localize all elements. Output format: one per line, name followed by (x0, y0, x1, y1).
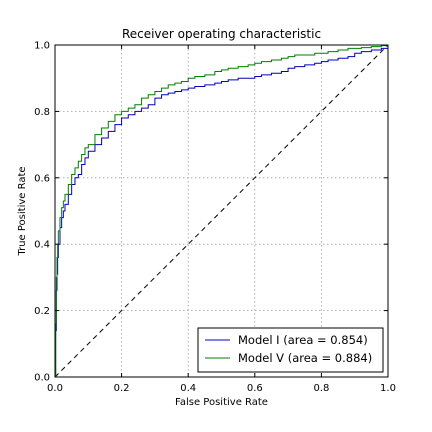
legend: Model I (area = 0.854) Model V (area = 0.… (197, 327, 384, 373)
y-tick-label: 1.0 (34, 41, 50, 52)
legend-entry: Model I (area = 0.854) (238, 333, 368, 347)
y-tick-label: 0.8 (34, 107, 50, 118)
roc-series-line (55, 45, 389, 378)
y-tick-label: 0.6 (34, 173, 50, 184)
chart-title: Receiver operating characteristic (122, 27, 321, 41)
roc-series-line (55, 45, 389, 378)
legend-box (197, 327, 384, 373)
y-axis-label: True Positive Rate (17, 166, 28, 256)
x-tick-label: 0.6 (247, 383, 263, 394)
x-tick-label: 0.8 (313, 383, 329, 394)
plot-frame (54, 44, 389, 378)
y-tick-label: 0.4 (34, 240, 50, 251)
plot-lines (54, 44, 389, 378)
axis-ticks: 0.0 0.2 0.4 0.6 0.8 1.0 0.0 0.2 0.4 0.6 0.8 1.0 (34, 41, 396, 395)
legend-entry: Model V (area = 0.884) (238, 351, 372, 365)
y-tick-label: 0.2 (34, 306, 50, 317)
x-tick-label: 1.0 (380, 383, 396, 394)
x-axis-label: False Positive Rate (175, 397, 268, 408)
x-tick-label: 0.4 (180, 383, 196, 394)
x-tick-label: 0.0 (47, 383, 63, 394)
y-tick-label: 0.0 (34, 373, 50, 384)
x-tick-label: 0.2 (114, 383, 130, 394)
chance-diagonal-line (54, 44, 389, 378)
